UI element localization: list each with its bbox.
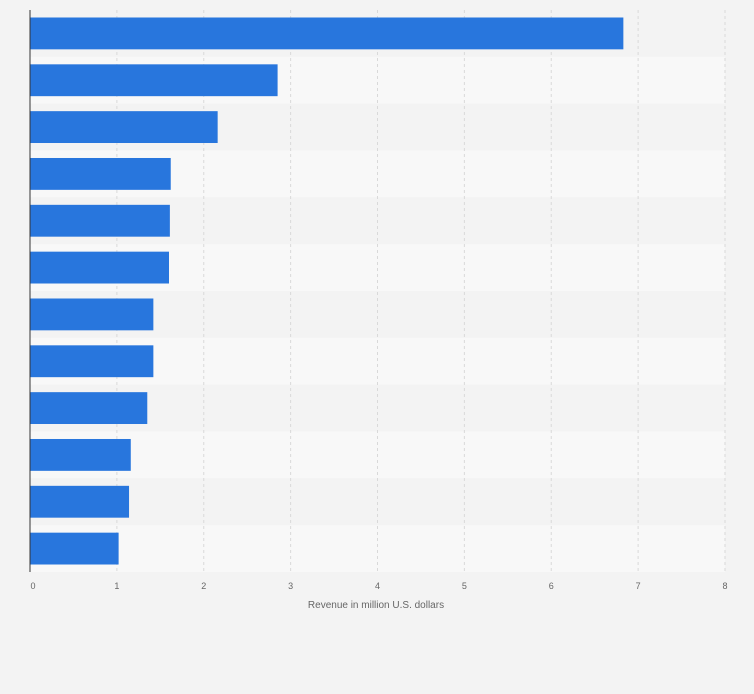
grid-lines xyxy=(116,10,726,572)
bar[interactable] xyxy=(30,251,169,284)
bar[interactable] xyxy=(30,111,218,144)
bar[interactable] xyxy=(30,392,148,425)
bar[interactable] xyxy=(30,485,130,518)
x-axis-ticks: 0 1 2 3 4 5 6 7 8 xyxy=(30,581,727,591)
bar[interactable] xyxy=(30,532,119,565)
bar[interactable] xyxy=(30,64,278,97)
x-tick-label: 7 xyxy=(636,581,641,591)
bar[interactable] xyxy=(30,345,154,378)
x-tick-label: 3 xyxy=(288,581,293,591)
x-tick-label: 5 xyxy=(462,581,467,591)
bar[interactable] xyxy=(30,298,154,331)
x-tick-label: 6 xyxy=(549,581,554,591)
x-tick-label: 1 xyxy=(114,581,119,591)
bar[interactable] xyxy=(30,438,131,471)
x-axis-label: Revenue in million U.S. dollars xyxy=(308,600,444,611)
x-tick-label: 4 xyxy=(375,581,380,591)
x-tick-label: 2 xyxy=(201,581,206,591)
x-tick-label: 0 xyxy=(30,581,35,591)
bar[interactable] xyxy=(30,17,624,50)
bars xyxy=(30,17,624,565)
bar[interactable] xyxy=(30,157,171,190)
bar[interactable] xyxy=(30,204,170,237)
x-tick-label: 8 xyxy=(722,581,727,591)
